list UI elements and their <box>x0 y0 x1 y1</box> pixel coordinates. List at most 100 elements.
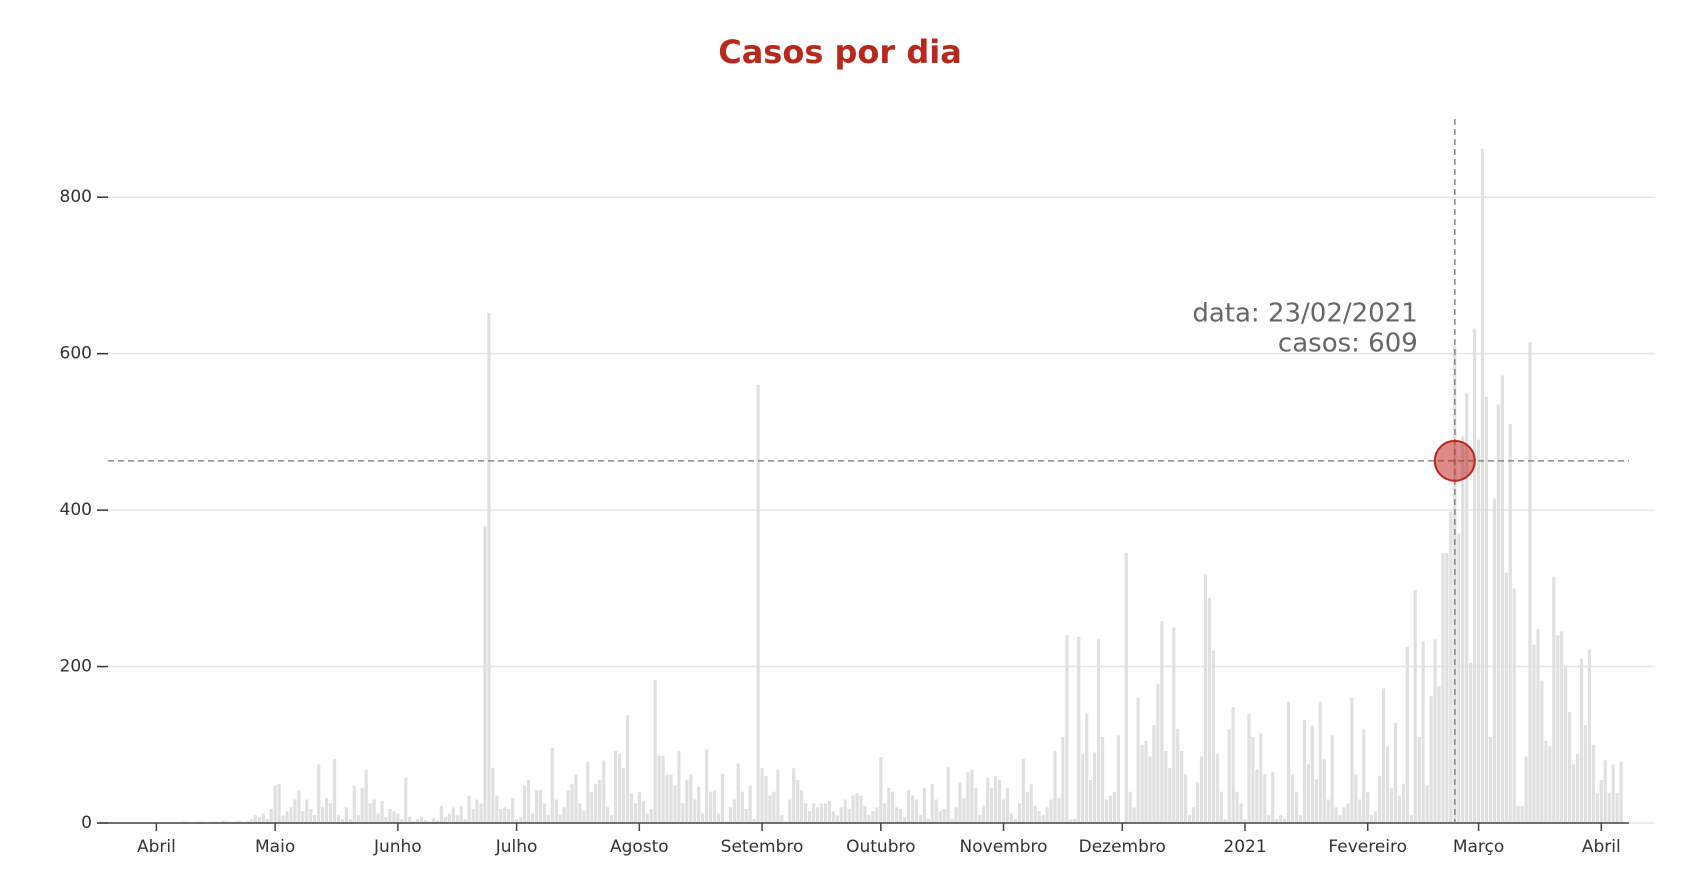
bar <box>847 808 851 823</box>
bar <box>1358 799 1362 823</box>
bar <box>281 815 285 823</box>
bar <box>562 807 566 823</box>
bar <box>439 805 443 823</box>
bar <box>621 768 626 823</box>
bar <box>1575 754 1580 823</box>
bar <box>380 801 384 823</box>
bar <box>1172 627 1176 823</box>
bar <box>538 790 542 823</box>
bar <box>1318 701 1322 823</box>
bar <box>467 795 471 823</box>
bar <box>1484 396 1489 823</box>
bar <box>966 772 970 823</box>
bar <box>518 816 523 823</box>
bar <box>582 811 586 823</box>
bar <box>1548 746 1552 823</box>
bar <box>1492 498 1496 823</box>
bar <box>289 807 293 823</box>
bar <box>1350 697 1354 823</box>
bar <box>665 774 669 823</box>
bar <box>1603 760 1607 823</box>
bar <box>1599 779 1603 823</box>
bar <box>1480 148 1485 824</box>
bar <box>226 821 230 823</box>
bar <box>412 821 416 823</box>
bar <box>950 819 954 823</box>
bar <box>285 811 289 823</box>
bar <box>1223 819 1227 823</box>
bar <box>875 807 879 823</box>
bar <box>1508 424 1512 823</box>
bar <box>574 774 578 823</box>
bar <box>859 795 863 823</box>
bar <box>1544 740 1548 823</box>
bar <box>1199 756 1204 823</box>
bar <box>887 787 891 823</box>
bar <box>673 785 677 823</box>
bar <box>1540 680 1544 823</box>
bar <box>610 815 614 823</box>
bar <box>1033 805 1037 823</box>
y-tick-label: 600 <box>60 344 92 364</box>
bar <box>1401 783 1405 823</box>
bar <box>649 808 653 823</box>
x-tick-label: Fevereiro <box>1328 837 1407 857</box>
bar <box>558 815 562 823</box>
bar <box>1310 725 1314 823</box>
bar <box>495 795 499 823</box>
bar <box>578 803 582 823</box>
x-tick-label: Setembro <box>721 837 804 857</box>
bar <box>1370 815 1374 823</box>
bar <box>1389 787 1394 823</box>
tooltip-date: data: 23/02/2021 <box>1192 299 1417 329</box>
bar <box>1021 758 1025 823</box>
bar <box>1429 696 1433 823</box>
bar <box>1306 764 1310 823</box>
bar <box>677 751 681 823</box>
bar <box>1504 572 1508 823</box>
bar <box>475 799 479 823</box>
bar <box>1579 658 1584 823</box>
x-tick-label: Julho <box>495 837 538 857</box>
bar <box>542 803 546 823</box>
bar <box>1457 533 1461 823</box>
bar <box>712 790 717 823</box>
bar <box>637 791 641 823</box>
bar <box>273 785 277 823</box>
bar <box>1619 761 1623 823</box>
bar <box>1338 815 1342 823</box>
bar <box>823 803 827 823</box>
bar <box>800 790 804 823</box>
y-tick-label: 0 <box>81 813 92 833</box>
x-tick-label: Novembro <box>960 837 1048 857</box>
bar <box>1255 769 1259 823</box>
bar <box>946 766 950 823</box>
bar <box>756 384 760 823</box>
bar <box>614 751 618 823</box>
bar <box>1326 799 1330 823</box>
bar <box>1385 746 1390 823</box>
bar <box>930 783 934 823</box>
bar <box>566 790 570 823</box>
bar <box>1461 435 1465 823</box>
bar <box>902 816 907 823</box>
bar <box>420 816 424 823</box>
bar <box>681 803 685 823</box>
bar <box>918 815 922 823</box>
bar <box>1235 791 1239 823</box>
bar <box>1583 725 1588 823</box>
bar <box>1556 635 1560 823</box>
bar <box>1057 797 1061 823</box>
bar <box>974 787 978 823</box>
bar <box>522 785 527 823</box>
bar <box>1069 819 1073 823</box>
bar <box>321 807 325 823</box>
bar <box>233 821 238 823</box>
bar <box>851 795 855 823</box>
bar <box>867 815 871 823</box>
bar <box>811 803 816 823</box>
bar <box>423 819 428 823</box>
bar <box>293 799 297 823</box>
bar <box>503 807 507 823</box>
bar <box>1108 795 1112 823</box>
